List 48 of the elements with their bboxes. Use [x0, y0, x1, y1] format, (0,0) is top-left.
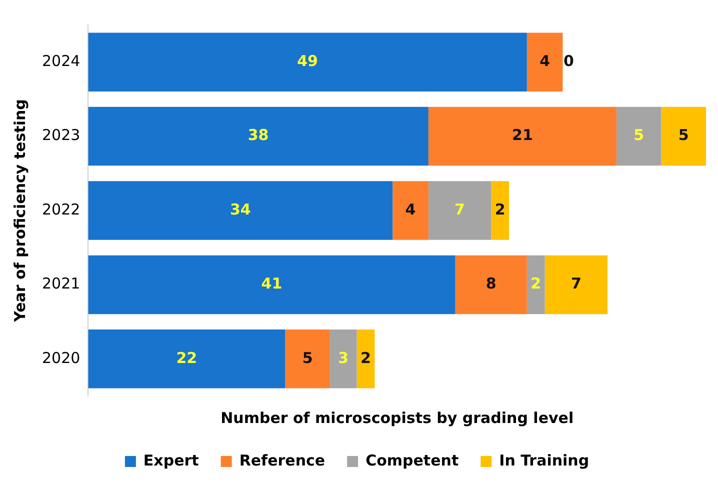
bar	[285, 330, 330, 388]
data-label: 0	[564, 52, 574, 70]
legend-label: Expert	[143, 451, 199, 470]
bar	[455, 255, 527, 314]
bar	[616, 106, 662, 166]
data-label: 8	[486, 274, 496, 293]
bar	[356, 330, 375, 388]
data-label: 22	[176, 348, 198, 367]
y-tick-label: 2020	[42, 348, 80, 367]
legend-label: Competent	[366, 451, 459, 470]
legend-label: Reference	[239, 451, 326, 470]
bar	[526, 32, 563, 92]
data-label: 34	[230, 200, 251, 218]
data-label: 5	[678, 126, 689, 144]
bar	[526, 255, 545, 314]
bar	[544, 255, 608, 314]
data-label: 21	[512, 126, 533, 144]
data-label: 7	[570, 274, 582, 293]
data-label: 5	[302, 348, 313, 367]
bar	[88, 255, 456, 314]
data-label: 2	[360, 348, 371, 367]
y-tick-label: 2024	[42, 52, 80, 70]
bar	[428, 106, 616, 166]
bar	[88, 181, 393, 240]
data-label: 2	[494, 200, 506, 218]
bar	[88, 330, 286, 388]
y-axis-title: Year of proficiency testing	[10, 99, 29, 323]
data-label: 7	[454, 200, 465, 218]
bar	[88, 32, 527, 92]
bar	[428, 181, 492, 240]
bar	[88, 106, 428, 166]
y-tick-label: 2023	[42, 126, 80, 144]
data-label: 49	[297, 52, 318, 70]
bar	[661, 106, 706, 166]
legend-label: In Training	[499, 451, 590, 470]
data-label: 2	[530, 274, 542, 293]
bar	[392, 181, 428, 240]
data-label: 41	[261, 274, 282, 293]
data-label: 5	[634, 126, 644, 144]
data-label: 4	[540, 52, 550, 70]
y-tick-label: 2022	[42, 200, 80, 218]
data-label: 38	[248, 126, 269, 144]
y-tick-label: 2021	[42, 274, 80, 293]
x-axis-title: Number of microscopists by grading level	[220, 408, 574, 427]
bar	[491, 181, 510, 240]
data-label: 3	[338, 348, 349, 367]
bar	[330, 330, 357, 388]
data-label: 4	[405, 200, 416, 218]
